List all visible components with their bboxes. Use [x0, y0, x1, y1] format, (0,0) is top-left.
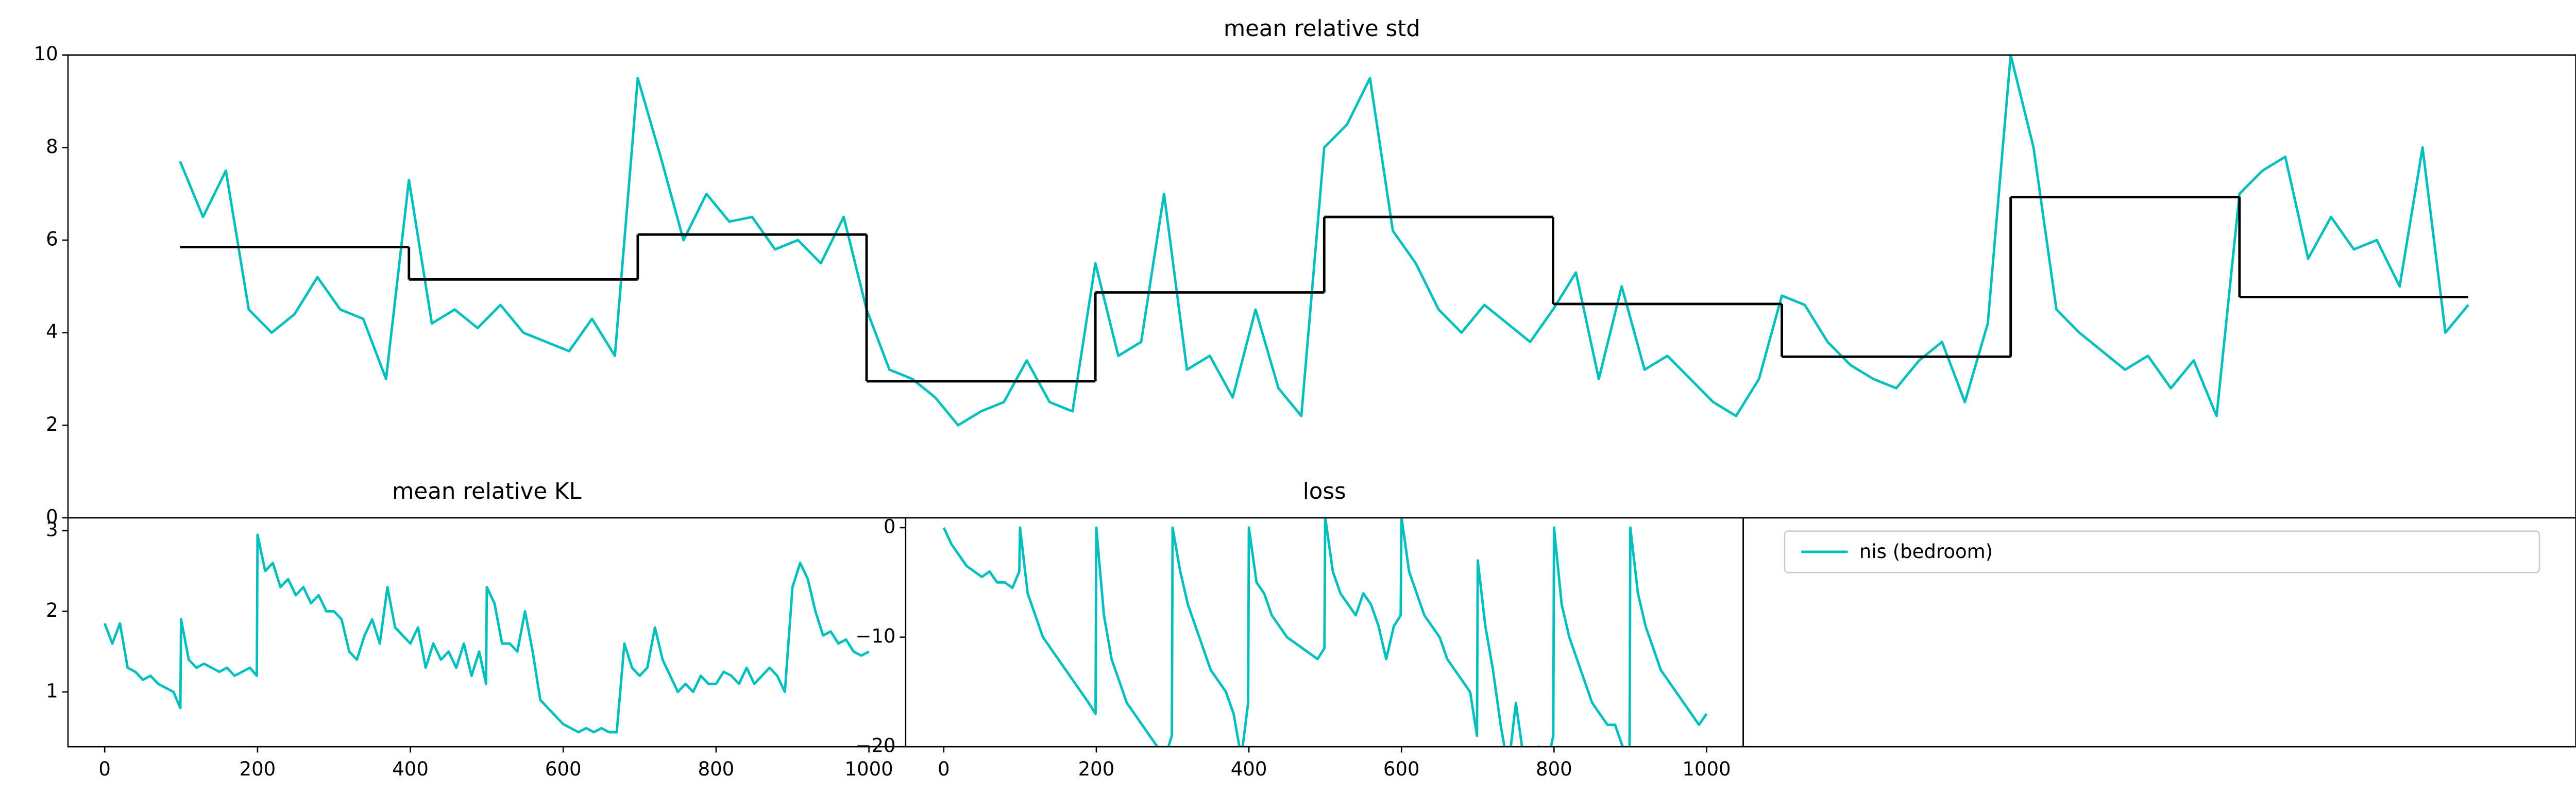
x-tick-label: 600: [545, 758, 582, 780]
axes-frame: [905, 517, 1744, 748]
y-tick-label: 4: [46, 320, 58, 343]
x-tick-label: 0: [98, 758, 111, 780]
series-line: [103, 533, 870, 734]
x-tick-label: 200: [240, 758, 276, 780]
x-tick-label: 1000: [844, 758, 893, 780]
legend-label: nis (bedroom): [1859, 541, 1993, 563]
x-tick-label: 400: [392, 758, 429, 780]
x-tick-label: 1000: [1682, 758, 1731, 780]
plot-area: [942, 517, 1708, 747]
y-tick-label: 10: [34, 43, 58, 65]
x-tick-label: 800: [698, 758, 735, 780]
y-tick-label: −20: [855, 735, 895, 757]
x-tick-label: 0: [938, 758, 950, 780]
y-tick-label: 2: [46, 413, 58, 435]
axes-title: loss: [1303, 479, 1346, 504]
legend: [1784, 530, 2540, 573]
y-tick-label: 0: [884, 516, 896, 538]
plot-area: [103, 533, 870, 734]
x-tick-label: 800: [1536, 758, 1572, 780]
y-tick-label: −10: [855, 625, 895, 647]
series-line: [942, 517, 1708, 747]
axes-title: mean relative std: [1224, 16, 1420, 42]
axes-title: mean relative KL: [392, 479, 581, 504]
y-tick-label: 1: [46, 680, 58, 702]
y-tick-label: 8: [46, 136, 58, 158]
x-tick-label: 600: [1383, 758, 1420, 780]
y-tick-label: 3: [46, 518, 58, 541]
x-tick-label: 400: [1231, 758, 1267, 780]
y-tick-label: 6: [46, 228, 58, 250]
plot-area: [179, 55, 2469, 427]
y-tick-label: 2: [46, 599, 58, 621]
x-tick-label: 200: [1078, 758, 1115, 780]
y-tick-label: 0: [46, 505, 58, 528]
series-line: [179, 55, 2469, 427]
